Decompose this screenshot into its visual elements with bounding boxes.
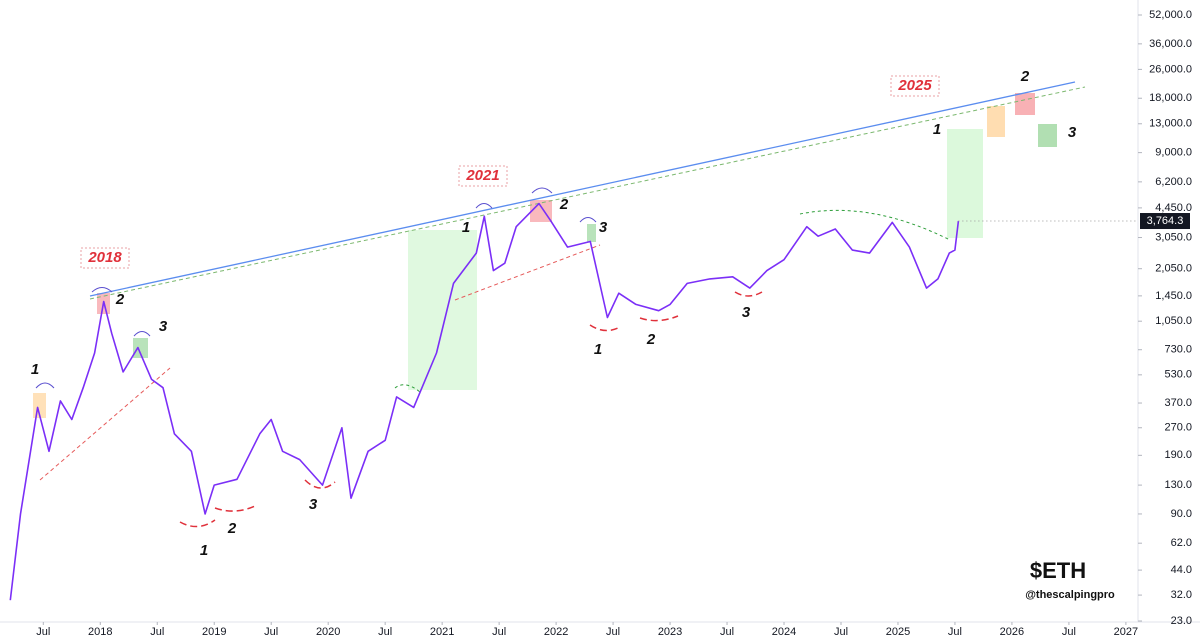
x-tick-label: Jul: [492, 626, 506, 638]
support-line: [39, 367, 171, 481]
y-tick-label: 18,000.0: [1149, 92, 1192, 104]
y-tick-label: 62.0: [1171, 537, 1192, 549]
wave-label: 3: [1068, 124, 1077, 141]
wave-label: 2: [646, 331, 656, 348]
y-tick-label: 13,000.0: [1149, 118, 1192, 130]
x-tick-label: 2019: [202, 626, 226, 638]
dashed-line: [89, 86, 1086, 300]
zone: [530, 200, 552, 222]
y-tick-label: 32.0: [1171, 589, 1192, 601]
wave-label: 3: [309, 496, 318, 513]
y-tick-label: 190.0: [1164, 449, 1192, 461]
y-tick-label: 36,000.0: [1149, 38, 1192, 50]
wave-label: 1: [594, 341, 602, 358]
y-tick-label: 23.0: [1171, 615, 1192, 627]
support-line: [454, 244, 601, 301]
y-tick-label: 44.0: [1171, 564, 1192, 576]
wave-label: 2: [1020, 68, 1030, 85]
author: @thescalpingpro: [1025, 589, 1115, 601]
y-tick-label: 270.0: [1164, 422, 1192, 434]
wave-label: 2: [559, 196, 569, 213]
wave-label: 3: [599, 219, 608, 236]
arc: [799, 209, 951, 241]
y-tick-label: 1,450.0: [1155, 290, 1192, 302]
y-tick-label: 26,000.0: [1149, 63, 1192, 75]
arc: [394, 384, 421, 393]
x-tick-label: 2023: [658, 626, 682, 638]
x-tick-label: Jul: [948, 626, 962, 638]
top-arc: [579, 217, 597, 223]
wave-label: 2: [115, 291, 125, 308]
y-tick-label: 2,050.0: [1155, 263, 1192, 275]
top-arc: [133, 331, 151, 337]
trendlines: [35, 81, 1086, 528]
bottom-arc: [179, 519, 216, 528]
y-tick-label: 9,000.0: [1155, 147, 1192, 159]
top-arc: [475, 203, 493, 209]
bottom-arc: [734, 291, 763, 297]
bottom-arc: [589, 324, 621, 332]
y-tick-label: 530.0: [1164, 369, 1192, 381]
wave-label: 2: [227, 520, 237, 537]
y-tick-label: 3,050.0: [1155, 231, 1192, 243]
x-tick-label: 2024: [772, 626, 796, 638]
zone: [987, 106, 1005, 137]
x-tick-label: 2026: [1000, 626, 1024, 638]
last-price-label: 3,764.3: [1147, 215, 1184, 227]
x-tick-label: Jul: [378, 626, 392, 638]
x-tick-label: Jul: [264, 626, 278, 638]
x-tick-label: 2027: [1114, 626, 1138, 638]
price-line: [9, 202, 960, 601]
x-tick-label: Jul: [150, 626, 164, 638]
cycle-tag-box: [890, 75, 940, 97]
y-tick-label: 130.0: [1164, 479, 1192, 491]
x-tick-label: 2022: [544, 626, 568, 638]
zones: [33, 93, 1057, 418]
x-tick-label: 2025: [886, 626, 910, 638]
top-arc: [35, 382, 55, 389]
bottom-arc: [639, 315, 679, 322]
x-tick-label: Jul: [1062, 626, 1076, 638]
bottom-arc: [214, 505, 256, 512]
resistance-line: [89, 81, 1076, 297]
wave-label: 3: [159, 318, 168, 335]
x-tick-label: Jul: [834, 626, 848, 638]
cycle-tag: 2021: [465, 167, 499, 184]
y-tick-label: 52,000.0: [1149, 9, 1192, 21]
top-arc: [91, 287, 113, 293]
zone: [1015, 93, 1035, 115]
zone: [587, 224, 596, 242]
y-tick-label: 6,200.0: [1155, 176, 1192, 188]
x-tick-label: Jul: [606, 626, 620, 638]
x-tick-label: Jul: [36, 626, 50, 638]
cycle-tag-box: [80, 247, 130, 269]
zone: [408, 230, 477, 390]
wave-label: 1: [462, 219, 470, 236]
y-tick-label: 4,450.0: [1155, 202, 1192, 214]
wave-label: 3: [742, 304, 751, 321]
last-price-tag: [1140, 213, 1190, 230]
cycle-tag-box: [458, 165, 508, 187]
x-tick-label: Jul: [720, 626, 734, 638]
y-tick-label: 730.0: [1164, 344, 1192, 356]
ticker: $ETH: [1030, 558, 1086, 583]
y-tick-label: 90.0: [1171, 508, 1192, 520]
zone: [947, 129, 983, 238]
cycle-tag: 2025: [897, 77, 932, 94]
wave-label: 1: [933, 121, 941, 138]
y-tick-label: 1,050.0: [1155, 315, 1192, 327]
zone: [1038, 124, 1057, 147]
y-tick-label: 370.0: [1164, 397, 1192, 409]
bottom-arc: [304, 479, 336, 489]
x-tick-label: 2021: [430, 626, 454, 638]
wave-label: 1: [200, 542, 208, 559]
top-arc: [531, 187, 553, 194]
zone: [133, 338, 148, 358]
x-tick-label: 2018: [88, 626, 112, 638]
cycle-tag: 2018: [87, 249, 122, 266]
wave-label: 1: [31, 361, 39, 378]
x-tick-label: 2020: [316, 626, 340, 638]
